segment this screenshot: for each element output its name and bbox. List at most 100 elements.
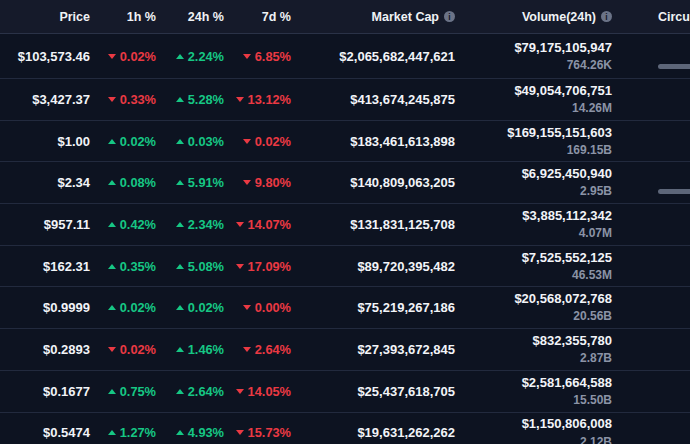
change-24h-cell: 2.24%	[156, 49, 224, 64]
volume-in-coins: 2.95B	[580, 183, 612, 200]
up-arrow-icon	[108, 222, 116, 227]
volume-in-coins: 4.07M	[579, 225, 612, 242]
circulating-supply-cell	[612, 162, 690, 203]
change-7d-value: 0.02%	[255, 134, 291, 149]
column-header-label: Volume(24h)	[522, 10, 596, 24]
change-7d-cell: 9.80%	[224, 175, 291, 190]
price-cell: $957.11	[0, 217, 90, 232]
change-24h-value: 5.08%	[188, 259, 224, 274]
up-arrow-icon	[176, 305, 184, 310]
volume-24h-cell: $20,568,072,768 20.56B	[455, 290, 612, 325]
volume-value: $2,581,664,588	[522, 374, 612, 392]
volume-value: $832,355,780	[532, 332, 612, 350]
circulating-supply-cell	[612, 329, 690, 370]
table-row[interactable]: $0.2893 0.02% 1.46% 2.64% $27,393,672,84…	[0, 329, 690, 371]
table-row[interactable]: $0.5474 1.27% 4.93% 15.73% $19,631,262,2…	[0, 413, 690, 444]
column-header-price[interactable]: Price	[0, 10, 90, 24]
market-cap-cell: $89,720,395,482	[291, 259, 455, 274]
column-header-circulating-supply[interactable]: Circulating Supply	[612, 10, 690, 24]
up-arrow-icon	[108, 389, 116, 394]
circulating-supply-cell	[612, 371, 690, 412]
circulating-supply-cell	[612, 287, 690, 328]
column-header-1h[interactable]: 1h %	[90, 10, 156, 24]
volume-in-coins: 169.15B	[567, 142, 612, 159]
column-header-24h[interactable]: 24h %	[156, 10, 224, 24]
down-arrow-icon	[243, 305, 251, 310]
volume-value: $79,175,105,947	[514, 39, 612, 57]
volume-in-coins: 2.87B	[580, 350, 612, 367]
market-cap-cell: $131,831,125,708	[291, 217, 455, 232]
change-7d-value: 14.07%	[248, 217, 291, 232]
change-1h-value: 0.02%	[120, 300, 156, 315]
table-row[interactable]: $0.1677 0.75% 2.64% 14.05% $25,437,618,7…	[0, 371, 690, 413]
change-1h-cell: 0.33%	[90, 92, 156, 107]
volume-in-coins: 46.53M	[572, 267, 612, 284]
change-24h-cell: 0.02%	[156, 300, 224, 315]
price-cell: $103,573.46	[0, 49, 90, 64]
change-1h-value: 0.02%	[120, 342, 156, 357]
volume-in-coins: 15.50B	[573, 392, 612, 409]
price-cell: $0.9999	[0, 300, 90, 315]
change-1h-cell: 0.02%	[90, 134, 156, 149]
down-arrow-icon	[108, 347, 116, 352]
up-arrow-icon	[176, 139, 184, 144]
change-24h-cell: 2.64%	[156, 384, 224, 399]
table-row[interactable]: $0.9999 0.02% 0.02% 0.00% $75,219,267,18…	[0, 287, 690, 329]
volume-value: $6,925,450,940	[522, 165, 612, 183]
change-24h-cell: 5.08%	[156, 259, 224, 274]
volume-in-coins: 764.26K	[567, 57, 612, 74]
price-cell: $3,427.37	[0, 92, 90, 107]
circulating-supply-cell	[612, 79, 690, 120]
table-row[interactable]: $3,427.37 0.33% 5.28% 13.12% $413,674,24…	[0, 79, 690, 121]
change-7d-cell: 14.07%	[224, 217, 291, 232]
down-arrow-icon	[243, 54, 251, 59]
up-arrow-icon	[108, 430, 116, 435]
change-1h-value: 0.02%	[120, 49, 156, 64]
table-row[interactable]: $957.11 0.42% 2.34% 14.07% $131,831,125,…	[0, 204, 690, 246]
change-7d-cell: 2.64%	[224, 342, 291, 357]
volume-value: $49,054,706,751	[514, 82, 612, 100]
change-7d-value: 6.85%	[255, 49, 291, 64]
change-1h-cell: 0.08%	[90, 175, 156, 190]
column-header-label: Price	[59, 10, 90, 24]
volume-24h-cell: $3,885,112,342 4.07M	[455, 207, 612, 242]
table-row[interactable]: $2.34 0.08% 5.91% 9.80% $140,809,063,205…	[0, 162, 690, 204]
change-7d-cell: 15.73%	[224, 425, 291, 440]
down-arrow-icon	[243, 347, 251, 352]
change-24h-cell: 0.03%	[156, 134, 224, 149]
change-24h-value: 2.34%	[188, 217, 224, 232]
change-1h-cell: 0.35%	[90, 259, 156, 274]
change-24h-cell: 5.28%	[156, 92, 224, 107]
up-arrow-icon	[176, 97, 184, 102]
info-icon[interactable]: i	[444, 11, 455, 22]
market-cap-cell: $19,631,262,262	[291, 425, 455, 440]
column-header-label: 24h %	[188, 10, 224, 24]
change-1h-value: 0.75%	[120, 384, 156, 399]
volume-24h-cell: $49,054,706,751 14.26M	[455, 82, 612, 117]
column-header-market-cap[interactable]: Market Cap i	[291, 10, 455, 24]
table-row[interactable]: $103,573.46 0.02% 2.24% 6.85% $2,065,682…	[0, 34, 690, 79]
column-header-7d[interactable]: 7d %	[224, 10, 291, 24]
change-24h-cell: 2.34%	[156, 217, 224, 232]
table-body: $103,573.46 0.02% 2.24% 6.85% $2,065,682…	[0, 34, 690, 444]
info-icon[interactable]: i	[601, 11, 612, 22]
price-cell: $162.31	[0, 259, 90, 274]
down-arrow-icon	[236, 430, 244, 435]
up-arrow-icon	[108, 180, 116, 185]
table-row[interactable]: $162.31 0.35% 5.08% 17.09% $89,720,395,4…	[0, 246, 690, 288]
column-header-label: Circulating Supply	[658, 10, 690, 24]
volume-24h-cell: $79,175,105,947 764.26K	[455, 39, 612, 74]
change-24h-value: 1.46%	[188, 342, 224, 357]
market-cap-cell: $2,065,682,447,621	[291, 49, 455, 64]
change-1h-cell: 0.02%	[90, 342, 156, 357]
price-cell: $1.00	[0, 134, 90, 149]
up-arrow-icon	[108, 305, 116, 310]
change-24h-value: 0.02%	[188, 300, 224, 315]
change-1h-value: 0.08%	[120, 175, 156, 190]
change-24h-value: 5.28%	[188, 92, 224, 107]
change-1h-cell: 0.02%	[90, 49, 156, 64]
table-row[interactable]: $1.00 0.02% 0.03% 0.02% $183,461,613,898…	[0, 121, 690, 163]
column-header-volume-24h[interactable]: Volume(24h) i	[455, 10, 612, 24]
down-arrow-icon	[108, 97, 116, 102]
price-cell: $0.2893	[0, 342, 90, 357]
